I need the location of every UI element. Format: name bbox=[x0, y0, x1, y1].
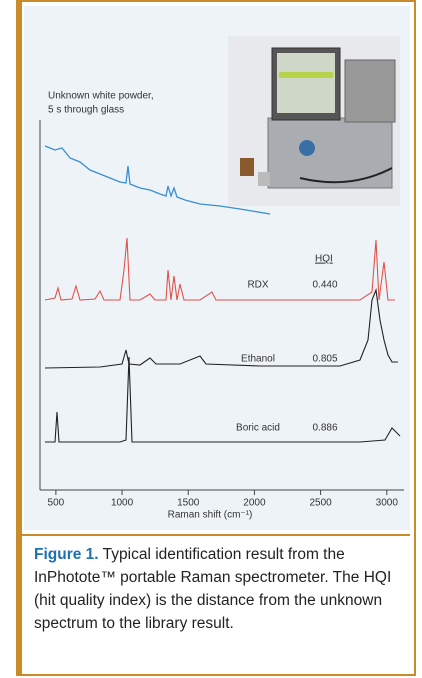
hqi-value: 0.440 bbox=[312, 280, 337, 291]
figure: Unknown white powder, 5 s through glass … bbox=[22, 6, 410, 536]
x-tick-label: 1500 bbox=[177, 498, 200, 509]
hqi-value: 0.805 bbox=[312, 354, 337, 365]
library-name: Boric acid bbox=[236, 423, 280, 434]
ethanol-spectrum bbox=[44, 287, 398, 369]
caption-text: Typical identification result from the I… bbox=[34, 546, 392, 632]
instrument-photo bbox=[228, 36, 400, 206]
x-tick-label: 500 bbox=[48, 498, 65, 509]
x-tick-label: 1000 bbox=[111, 498, 134, 509]
caption: Figure 1. Typical identification result … bbox=[34, 543, 406, 635]
x-tick-label: 2000 bbox=[243, 498, 266, 509]
library-name: Ethanol bbox=[241, 354, 275, 365]
library-name: RDX bbox=[247, 280, 268, 291]
x-tick-label: 2500 bbox=[309, 498, 332, 509]
unknown-spectrum bbox=[44, 145, 271, 215]
boric-acid-spectrum bbox=[45, 356, 401, 443]
figure-frame bbox=[16, 0, 416, 676]
hqi-header: HQI bbox=[315, 254, 333, 265]
rdx-spectrum bbox=[44, 237, 395, 301]
x-tick-label: 3000 bbox=[376, 498, 399, 509]
annotation: 5 s through glass bbox=[48, 105, 124, 116]
caption-label: Figure 1. bbox=[34, 546, 99, 563]
hqi-value: 0.886 bbox=[312, 423, 337, 434]
annotation: Unknown white powder, bbox=[48, 91, 154, 102]
x-axis-label: Raman shift (cm⁻¹) bbox=[168, 510, 253, 521]
